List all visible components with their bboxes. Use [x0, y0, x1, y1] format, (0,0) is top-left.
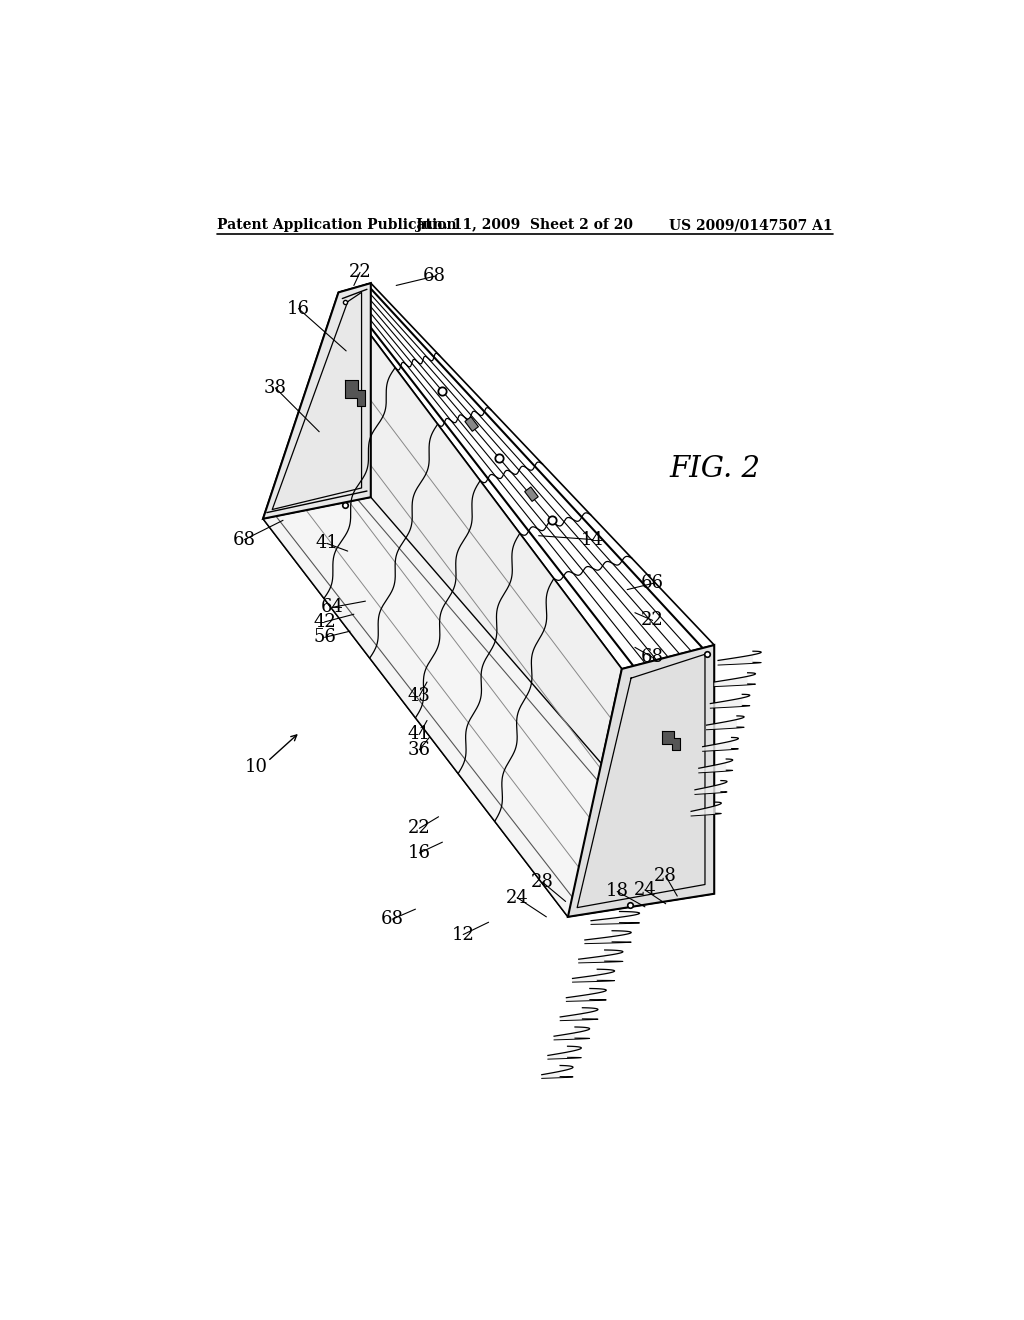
Text: 66: 66 [641, 574, 665, 593]
Text: FIG. 2: FIG. 2 [670, 455, 761, 483]
Polygon shape [714, 673, 756, 686]
Text: 68: 68 [381, 911, 403, 928]
Polygon shape [579, 950, 623, 962]
Text: 14: 14 [582, 531, 604, 549]
Polygon shape [345, 380, 365, 405]
Text: 16: 16 [408, 843, 431, 862]
Text: Patent Application Publication: Patent Application Publication [217, 218, 457, 232]
Text: 68: 68 [423, 267, 446, 285]
Polygon shape [465, 417, 478, 432]
Text: 43: 43 [408, 686, 431, 705]
Polygon shape [566, 989, 606, 1002]
Text: 10: 10 [245, 758, 267, 776]
Text: 42: 42 [313, 612, 336, 631]
Text: 41: 41 [315, 535, 338, 552]
Polygon shape [263, 284, 371, 519]
Polygon shape [572, 969, 614, 982]
Polygon shape [711, 694, 750, 708]
Text: 68: 68 [233, 531, 256, 549]
Text: 24: 24 [506, 888, 528, 907]
Text: 28: 28 [654, 867, 677, 884]
Text: 18: 18 [606, 883, 629, 900]
Polygon shape [554, 1027, 590, 1040]
Text: 68: 68 [641, 648, 665, 667]
Polygon shape [542, 1065, 573, 1078]
Polygon shape [263, 498, 714, 917]
Polygon shape [702, 738, 738, 751]
Text: 28: 28 [531, 874, 554, 891]
Polygon shape [691, 803, 721, 816]
Polygon shape [560, 1007, 598, 1020]
Text: 64: 64 [321, 598, 344, 616]
Polygon shape [695, 780, 727, 795]
Polygon shape [585, 931, 631, 944]
Text: 22: 22 [408, 820, 431, 837]
Text: 36: 36 [408, 741, 431, 759]
Polygon shape [718, 651, 761, 665]
Text: 38: 38 [264, 379, 287, 397]
Polygon shape [524, 487, 539, 502]
Text: 16: 16 [287, 300, 310, 318]
Polygon shape [548, 1047, 582, 1059]
Text: 41: 41 [408, 726, 431, 743]
Text: 12: 12 [452, 925, 475, 944]
Polygon shape [707, 715, 744, 730]
Polygon shape [591, 912, 640, 924]
Text: Jun. 11, 2009  Sheet 2 of 20: Jun. 11, 2009 Sheet 2 of 20 [417, 218, 633, 232]
Polygon shape [568, 645, 714, 917]
Text: 56: 56 [313, 628, 336, 647]
Polygon shape [698, 759, 733, 774]
Polygon shape [263, 293, 622, 917]
Text: 22: 22 [348, 264, 372, 281]
Text: 22: 22 [641, 611, 664, 630]
Polygon shape [339, 284, 714, 669]
Text: 24: 24 [634, 880, 656, 899]
Polygon shape [662, 730, 680, 750]
Text: US 2009/0147507 A1: US 2009/0147507 A1 [669, 218, 833, 232]
